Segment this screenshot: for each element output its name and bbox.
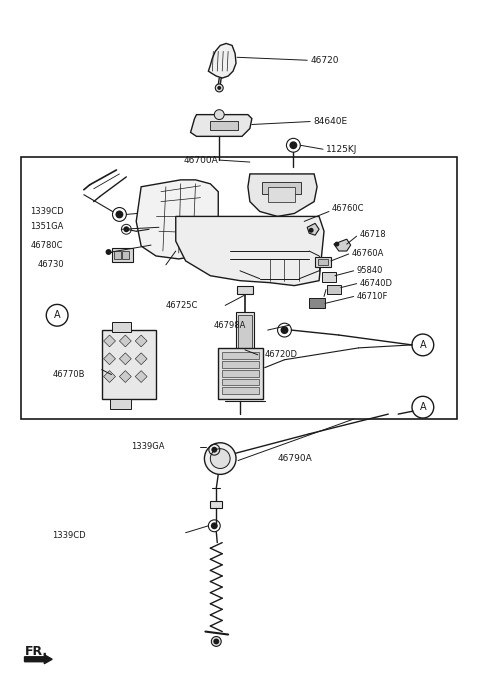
Text: 1339GA: 1339GA bbox=[131, 442, 165, 451]
Bar bbox=[238, 355, 252, 366]
Text: FR.: FR. bbox=[24, 645, 48, 658]
Circle shape bbox=[289, 141, 297, 149]
Polygon shape bbox=[307, 223, 319, 235]
Polygon shape bbox=[104, 370, 116, 383]
Bar bbox=[237, 286, 253, 293]
Bar bbox=[111, 248, 133, 262]
Circle shape bbox=[211, 637, 221, 646]
Circle shape bbox=[214, 110, 224, 120]
Bar bbox=[268, 187, 295, 201]
Circle shape bbox=[210, 449, 230, 468]
Bar bbox=[315, 257, 331, 267]
Bar bbox=[102, 330, 156, 400]
Bar bbox=[210, 501, 222, 508]
Bar bbox=[21, 157, 457, 419]
Text: 46760C: 46760C bbox=[332, 204, 364, 213]
Text: 46740D: 46740D bbox=[360, 279, 393, 288]
Polygon shape bbox=[104, 353, 116, 364]
Text: 1351GA: 1351GA bbox=[30, 222, 64, 231]
Text: 1125KJ: 1125KJ bbox=[326, 145, 358, 153]
Text: A: A bbox=[54, 310, 60, 320]
Circle shape bbox=[309, 228, 313, 233]
Text: 46720D: 46720D bbox=[264, 350, 298, 360]
Circle shape bbox=[213, 638, 219, 644]
Text: 46725C: 46725C bbox=[166, 301, 198, 310]
Polygon shape bbox=[176, 216, 324, 286]
Bar bbox=[318, 259, 328, 265]
Bar bbox=[109, 400, 131, 409]
Polygon shape bbox=[208, 43, 236, 78]
Circle shape bbox=[116, 210, 123, 218]
Text: 46760A: 46760A bbox=[352, 249, 384, 258]
Bar bbox=[210, 120, 238, 130]
Text: 46700A: 46700A bbox=[184, 155, 218, 164]
Bar bbox=[309, 299, 325, 308]
Polygon shape bbox=[135, 335, 147, 347]
Bar bbox=[327, 285, 341, 293]
Circle shape bbox=[211, 447, 217, 453]
Text: A: A bbox=[420, 340, 426, 350]
Polygon shape bbox=[120, 370, 131, 383]
Text: 1339CD: 1339CD bbox=[30, 207, 64, 216]
Polygon shape bbox=[104, 335, 116, 347]
Polygon shape bbox=[135, 370, 147, 383]
Circle shape bbox=[123, 226, 129, 233]
Bar bbox=[222, 370, 259, 377]
Circle shape bbox=[211, 523, 218, 529]
Bar bbox=[322, 272, 336, 282]
Circle shape bbox=[335, 241, 339, 247]
Bar bbox=[111, 322, 131, 332]
Text: 1339CD: 1339CD bbox=[52, 531, 86, 540]
Bar bbox=[238, 315, 252, 350]
Polygon shape bbox=[135, 353, 147, 364]
Bar bbox=[222, 387, 259, 394]
Bar bbox=[218, 348, 263, 400]
Text: 46720: 46720 bbox=[310, 55, 339, 65]
Circle shape bbox=[280, 326, 288, 334]
Text: 46730: 46730 bbox=[37, 260, 64, 269]
Text: 95840: 95840 bbox=[357, 266, 383, 275]
FancyArrow shape bbox=[24, 655, 52, 664]
Bar bbox=[222, 379, 259, 385]
Text: 46780C: 46780C bbox=[30, 241, 63, 249]
Text: 46790A: 46790A bbox=[277, 454, 312, 463]
Bar bbox=[114, 251, 121, 259]
Polygon shape bbox=[334, 239, 351, 251]
Text: 84640E: 84640E bbox=[313, 117, 347, 126]
Circle shape bbox=[106, 249, 111, 255]
Circle shape bbox=[217, 86, 221, 90]
Bar bbox=[262, 182, 301, 194]
Polygon shape bbox=[120, 353, 131, 364]
Text: 46718: 46718 bbox=[360, 230, 386, 239]
Bar bbox=[122, 251, 129, 259]
Text: A: A bbox=[420, 402, 426, 412]
Text: 46798A: 46798A bbox=[213, 320, 246, 330]
Bar bbox=[236, 312, 254, 352]
Text: 46710F: 46710F bbox=[357, 292, 388, 301]
Bar bbox=[222, 352, 259, 359]
Circle shape bbox=[204, 443, 236, 475]
Polygon shape bbox=[120, 335, 131, 347]
Polygon shape bbox=[248, 174, 317, 216]
Bar bbox=[222, 361, 259, 368]
Text: 46770B: 46770B bbox=[52, 370, 84, 379]
Polygon shape bbox=[136, 180, 218, 259]
Circle shape bbox=[216, 84, 223, 92]
Polygon shape bbox=[191, 115, 252, 137]
